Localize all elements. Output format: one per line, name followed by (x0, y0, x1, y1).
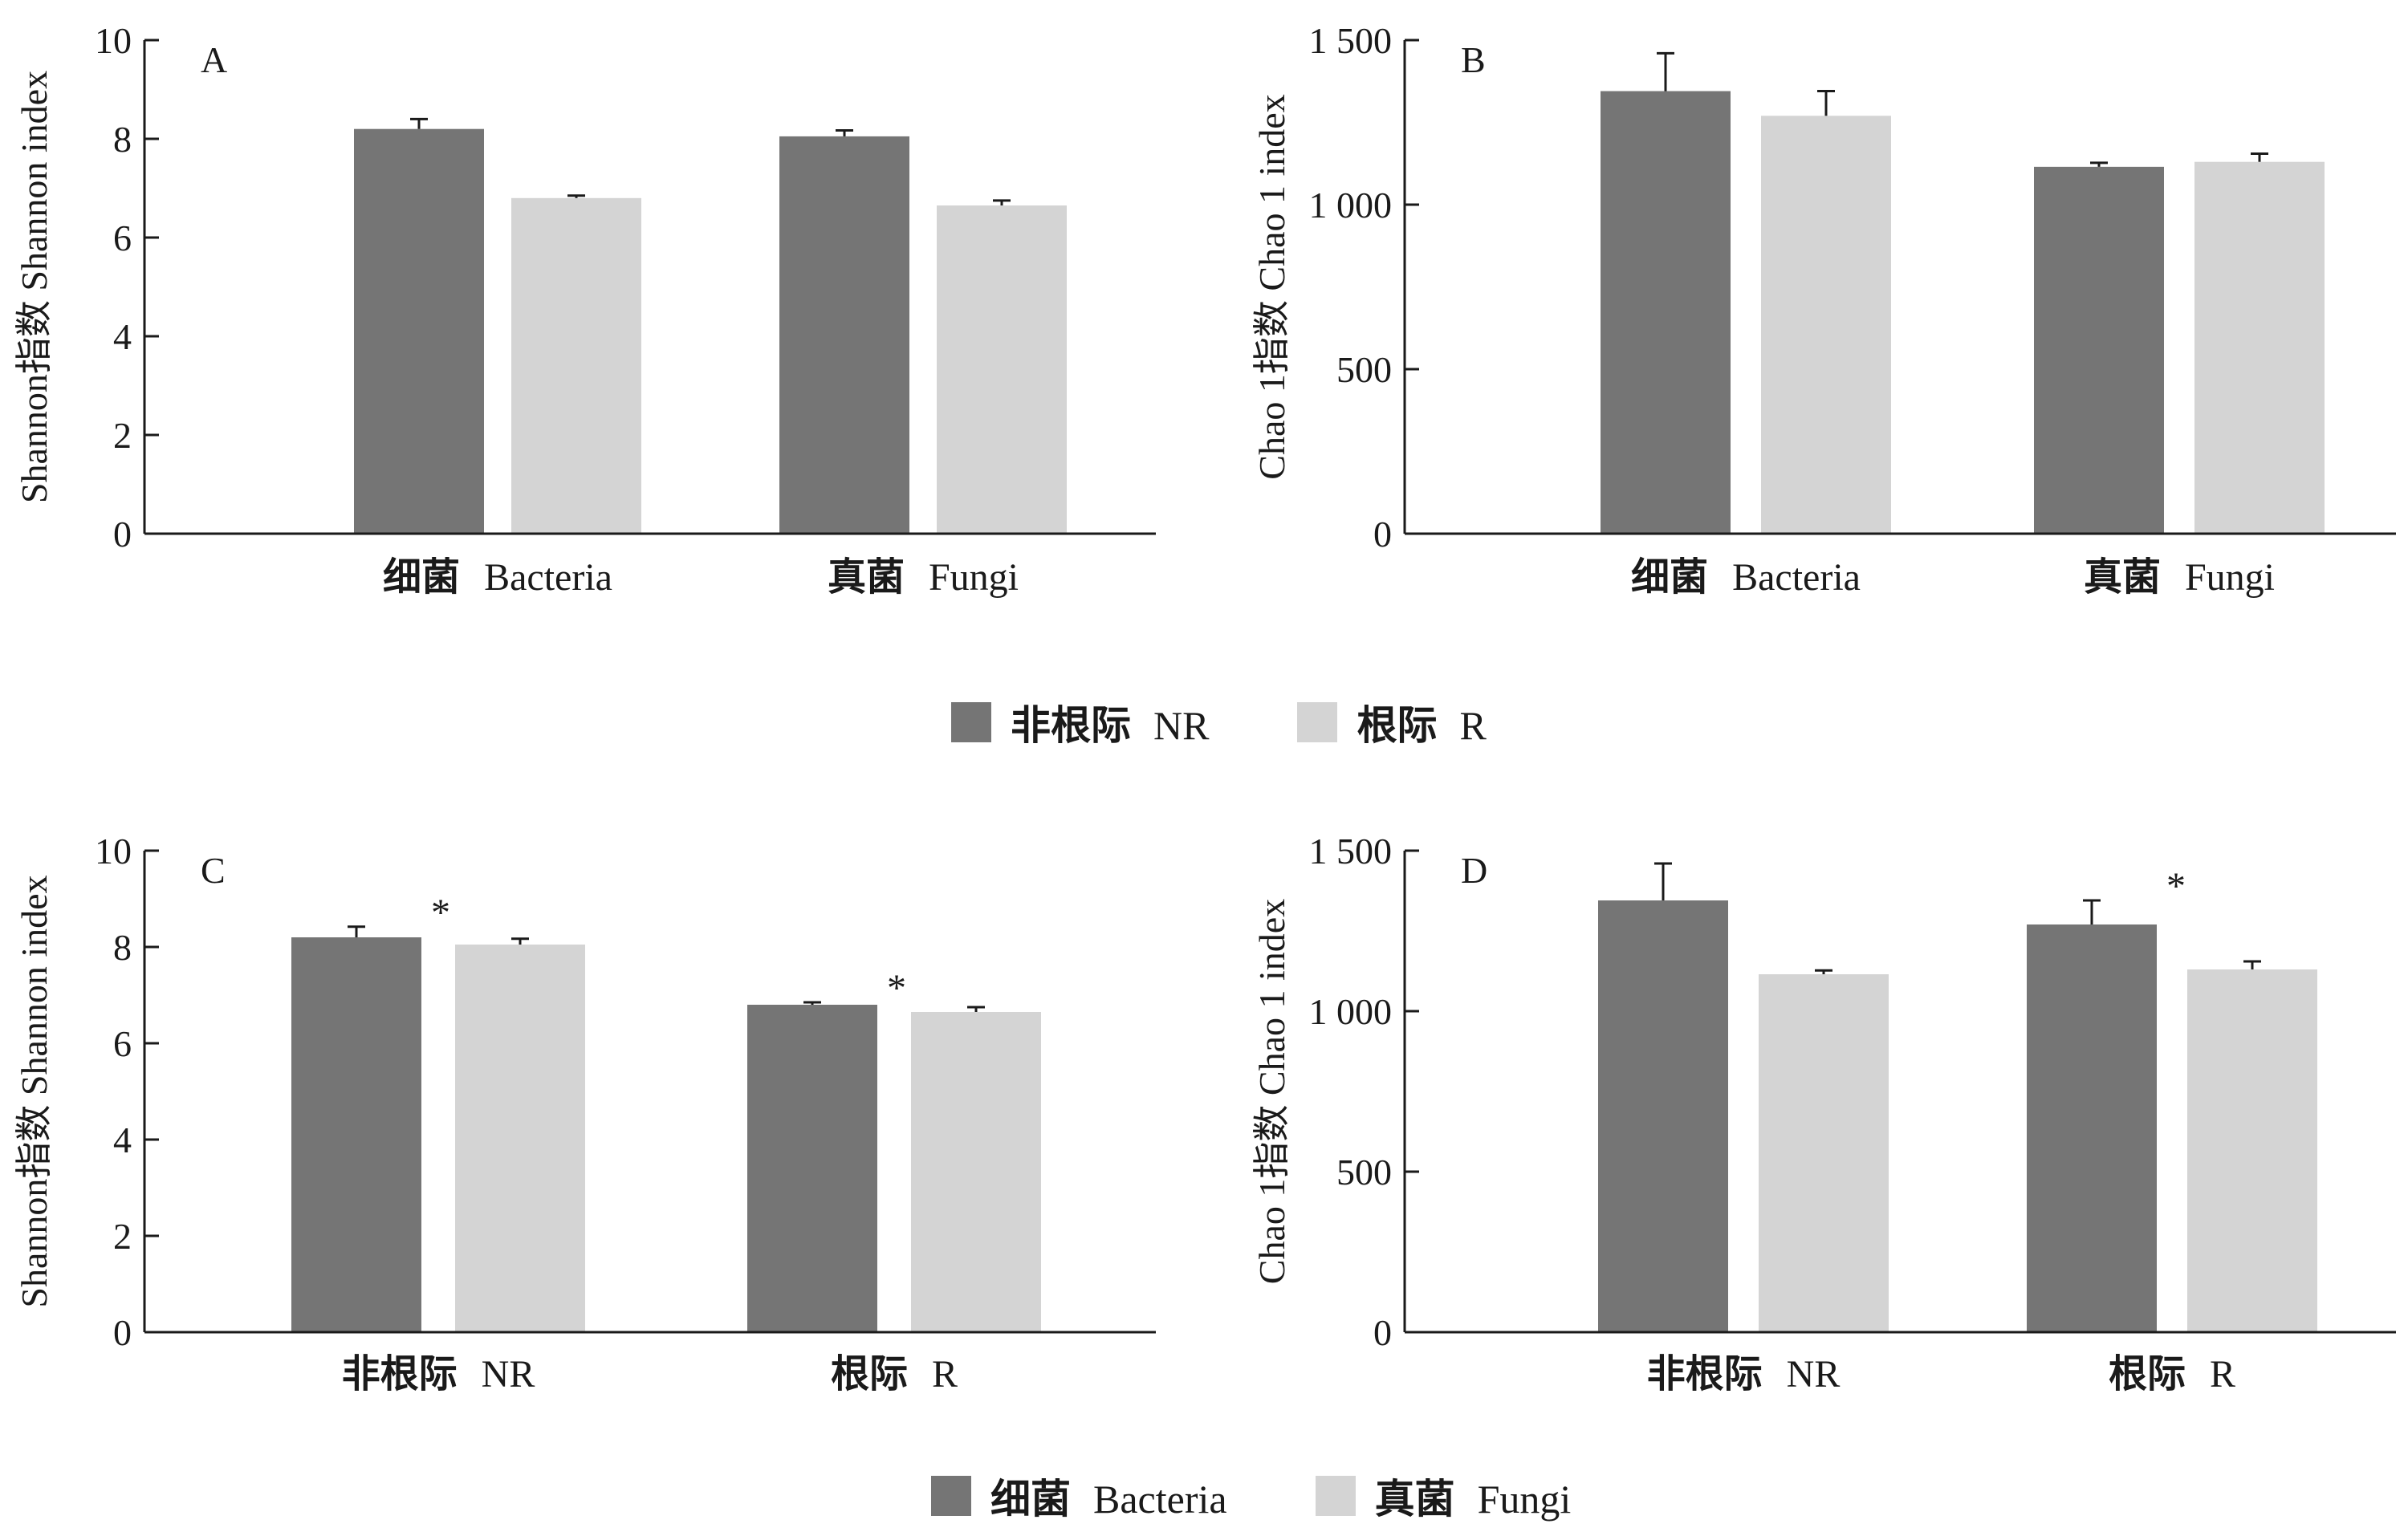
bar (779, 136, 909, 534)
panel-label: C (201, 850, 226, 891)
y-tick-label: 0 (1373, 514, 1392, 555)
chart-panel-a: 0 2 4 6 8 10 A 细菌 Bacteria 真菌 Fungi Shannon指数 Shann… (14, 20, 1156, 599)
y-tick-label: 10 (95, 831, 132, 872)
x-tick-label: 根际 R (831, 1351, 958, 1396)
y-tick-label: 4 (113, 1119, 132, 1160)
bar (1598, 900, 1728, 1332)
bar (911, 1012, 1041, 1332)
chart-panel-c: * * 0 2 4 6 8 10 C 非根际 NR 根际 R Shannon指数 Shannon inde… (14, 831, 1156, 1396)
y-tick-label: 1 000 (1309, 185, 1393, 226)
legend-item-fungi: 真菌 Fungi (1315, 1467, 1572, 1525)
legend-label-cn: 非根际 (1011, 702, 1131, 749)
y-tick-label: 8 (113, 927, 132, 968)
legend-label-cn: 真菌 (1374, 1476, 1455, 1522)
legend-label-en: Bacteria (1093, 1477, 1227, 1522)
bar (2194, 161, 2325, 534)
y-tick-label: 1 500 (1309, 20, 1393, 61)
x-tick-label: 非根际 NR (1647, 1351, 1841, 1396)
y-tick-label: 2 (113, 415, 132, 456)
y-axis-label: Chao 1指数 Chao 1 index (1251, 899, 1292, 1284)
x-tick-label: 真菌 Fungi (2084, 555, 2275, 599)
panel-label: A (201, 39, 227, 80)
legend-label-cn: 根际 (1357, 702, 1438, 749)
y-tick-label: 0 (1373, 1312, 1392, 1353)
significance-marker: * (2166, 865, 2186, 908)
legend-label-cn: 细菌 (990, 1476, 1071, 1522)
y-tick-label: 0 (113, 1312, 132, 1353)
legend-swatch-r (1297, 702, 1338, 742)
y-tick-label: 6 (113, 1023, 132, 1064)
x-tick-label: 细菌 Bacteria (1631, 555, 1861, 599)
bar (1761, 116, 1891, 534)
bar (511, 197, 641, 534)
y-tick-label: 500 (1336, 1152, 1392, 1193)
x-tick-label: 非根际 NR (342, 1351, 535, 1396)
bar (2187, 969, 2317, 1332)
bar (291, 937, 421, 1332)
bar (747, 1005, 877, 1332)
y-tick-label: 1 000 (1309, 991, 1393, 1032)
y-tick-label: 2 (113, 1216, 132, 1257)
chart-panel-b: 0 500 1 000 1 500 B 细菌 Bacteria 真菌 Fungi Chao 1指数… (1251, 20, 2396, 599)
legend-label-en: NR (1153, 703, 1210, 748)
y-tick-label: 500 (1336, 349, 1392, 390)
legend-bottom: 细菌 Bacteria 真菌 Fungi (931, 1467, 1571, 1525)
y-axis-label: Shannon指数 Shannon index (14, 71, 55, 503)
chart-panel-d: * 0 500 1 000 1 500 D 非根际 NR 根际 R Chao 1指数 Chao 1 … (1251, 831, 2396, 1396)
legend-item-r: 根际 R (1297, 693, 1487, 751)
y-tick-label: 10 (95, 20, 132, 61)
x-tick-label: 真菌 Fungi (828, 555, 1019, 599)
y-axis-label: Chao 1指数 Chao 1 index (1251, 94, 1292, 479)
significance-marker: * (887, 967, 906, 1010)
panel-label: D (1461, 850, 1487, 891)
bar (937, 205, 1067, 534)
panel-label: B (1461, 39, 1486, 80)
bar (354, 128, 484, 534)
legend-top: 非根际 NR 根际 R (951, 693, 1487, 751)
x-tick-label: 细菌 Bacteria (383, 555, 612, 599)
bar (1601, 91, 1731, 534)
y-tick-label: 4 (113, 316, 132, 357)
y-axis-label: Shannon指数 Shannon index (14, 875, 55, 1307)
y-tick-label: 8 (113, 119, 132, 160)
legend-label-en: Fungi (1477, 1477, 1572, 1522)
bar (455, 945, 585, 1332)
bar (2027, 924, 2157, 1332)
legend-swatch-bacteria (931, 1476, 971, 1516)
legend-swatch-nr (951, 702, 991, 742)
legend-item-nr: 非根际 NR (951, 693, 1209, 751)
y-tick-label: 1 500 (1309, 831, 1393, 872)
y-tick-label: 0 (113, 514, 132, 555)
legend-item-bacteria: 细菌 Bacteria (931, 1467, 1227, 1525)
legend-swatch-fungi (1315, 1476, 1356, 1516)
x-tick-label: 根际 R (2109, 1351, 2235, 1396)
legend-label-en: R (1459, 703, 1487, 748)
y-tick-label: 6 (113, 217, 132, 258)
significance-marker: * (431, 892, 450, 934)
bar (1759, 974, 1889, 1332)
bar (2034, 166, 2164, 534)
